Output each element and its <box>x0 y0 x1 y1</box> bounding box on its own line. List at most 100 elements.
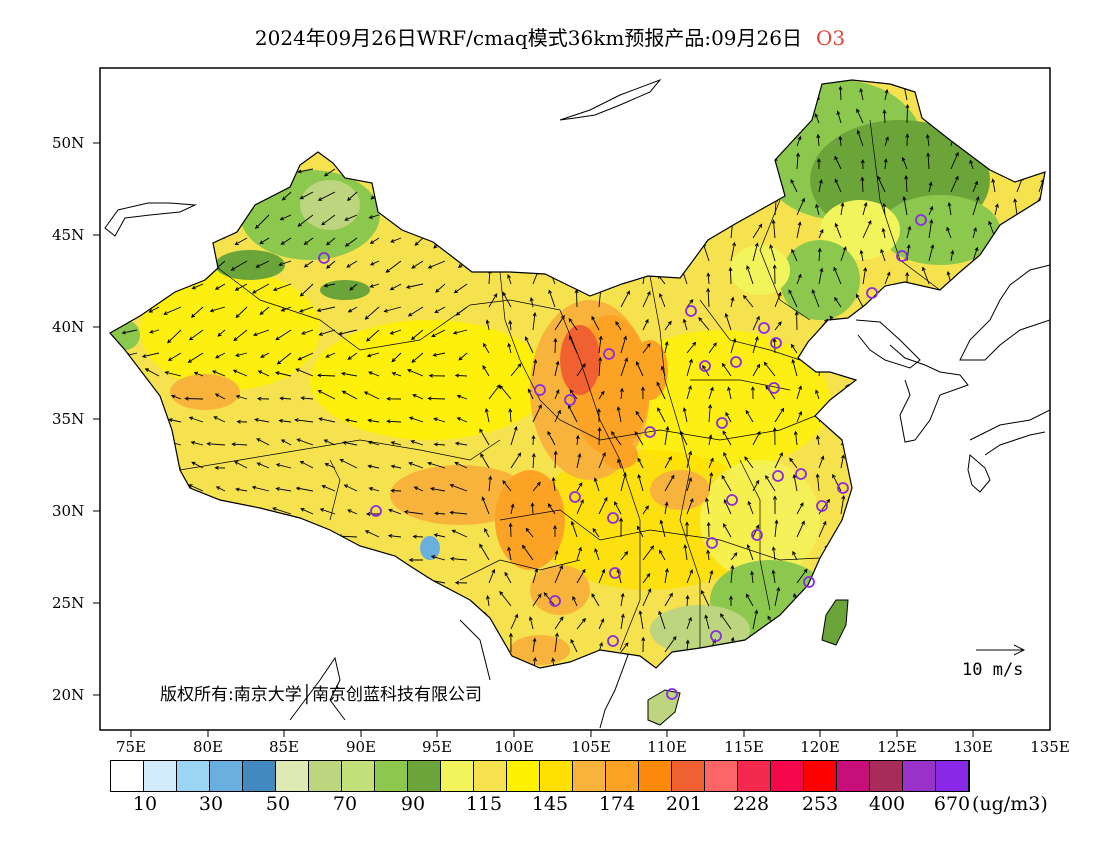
lon-label-100e: 100E <box>494 738 534 756</box>
wind-arrow <box>642 343 651 354</box>
legend-swatch <box>276 761 309 791</box>
legend-swatch <box>177 761 210 791</box>
lon-label-125e: 125E <box>877 738 917 756</box>
wind-arrow <box>346 191 358 202</box>
wind-arrow <box>343 484 358 492</box>
wind-arrow <box>794 311 799 331</box>
wind-arrow <box>774 519 779 538</box>
wind-arrow <box>410 440 424 446</box>
wind-arrow <box>792 550 798 561</box>
wind-arrow <box>300 396 314 401</box>
wind-arrow <box>554 389 560 400</box>
wind-arrow <box>532 637 537 653</box>
wind-arrow <box>256 438 270 446</box>
wind-arrow <box>431 329 446 337</box>
wind-arrow <box>591 593 600 607</box>
wind-arrow <box>256 462 270 469</box>
wind-arrow <box>272 283 292 292</box>
wind-arrow <box>972 180 979 193</box>
wind-arrow <box>706 549 711 561</box>
wind-arrow <box>947 202 952 216</box>
wind-arrow <box>164 370 182 377</box>
legend-swatch <box>144 761 177 791</box>
wind-arrow <box>488 475 493 492</box>
wind-arrow <box>368 214 380 219</box>
wind-arrow <box>522 544 534 561</box>
wind-arrow <box>856 129 864 147</box>
wind-arrow <box>614 501 622 515</box>
wind-arrow <box>272 507 292 515</box>
wind-arrow <box>884 136 889 147</box>
axis-ticks <box>93 142 974 737</box>
wind-arrow <box>642 505 649 515</box>
wind-arrow <box>572 595 578 607</box>
legend-label: 115 <box>465 793 503 815</box>
wind-arrow <box>299 461 314 469</box>
legend-swatch <box>705 761 738 791</box>
wind-arrow <box>642 545 655 561</box>
legend-label: 670 <box>933 793 971 815</box>
wind-arrow <box>880 248 886 262</box>
wind-arrow <box>389 283 402 291</box>
wind-arrow <box>337 329 358 336</box>
wind-arrow <box>530 502 535 515</box>
wind-arrow <box>818 455 825 469</box>
wind-arrow <box>928 219 934 239</box>
legend-label: 145 <box>531 793 569 815</box>
wind-arrow <box>746 265 754 285</box>
wind-arrow <box>259 306 270 316</box>
wind-arrow <box>744 456 754 469</box>
wind-arrow <box>193 371 204 377</box>
wind-arrow <box>708 471 714 492</box>
wind-arrow <box>508 408 513 423</box>
wind-arrow <box>408 416 424 423</box>
wind-arrow <box>658 610 666 630</box>
wind-arrow <box>816 158 821 170</box>
wind-arrow <box>686 341 697 354</box>
wind-arrow <box>796 135 802 147</box>
wind-arrow <box>686 450 693 469</box>
legend-label: 201 <box>665 793 703 815</box>
wind-arrow <box>700 589 710 607</box>
wind-arrow <box>551 476 556 492</box>
wind-arrow <box>297 168 314 174</box>
wind-arrow <box>275 463 292 469</box>
wind-arrow <box>451 529 468 538</box>
wind-arrow <box>184 396 204 401</box>
wind-arrow <box>730 241 736 262</box>
wind-arrow <box>834 178 842 193</box>
wind-arrow <box>928 244 935 262</box>
lon-label-75e: 75E <box>115 738 147 756</box>
lon-label-135e: 135E <box>1030 738 1070 756</box>
wind-arrow <box>344 237 358 247</box>
wind-arrow <box>568 317 578 331</box>
wind-arrow <box>433 417 446 423</box>
wind-arrow <box>295 486 314 492</box>
wind-arrow <box>750 386 755 400</box>
wind-arrow <box>324 463 336 469</box>
wind-arrow <box>771 219 776 239</box>
wind-arrow <box>191 461 204 469</box>
wind-arrow <box>508 319 513 331</box>
wind-arrow <box>234 237 248 245</box>
wind-arrow <box>637 473 644 492</box>
wind-arrow <box>321 214 336 226</box>
wind-arrow <box>834 222 842 239</box>
wind-arrow <box>615 320 622 331</box>
wind-arrow <box>325 352 336 358</box>
wind-arrow <box>485 595 490 607</box>
wind-arrow <box>235 306 248 319</box>
wind-arrow <box>638 610 644 630</box>
wind-arrow <box>860 159 865 170</box>
wind-arrow <box>391 371 402 377</box>
wind-arrow <box>752 242 759 262</box>
wind-arrow <box>187 352 204 363</box>
wind-arrow <box>902 196 908 216</box>
wind-arrow <box>213 416 226 423</box>
wind-arrow <box>570 520 578 538</box>
wind-arrow <box>554 632 559 653</box>
legend-swatch <box>243 761 276 791</box>
wind-arrow <box>745 409 754 423</box>
wind-arrow <box>553 337 558 354</box>
wind-arrow <box>434 511 446 516</box>
